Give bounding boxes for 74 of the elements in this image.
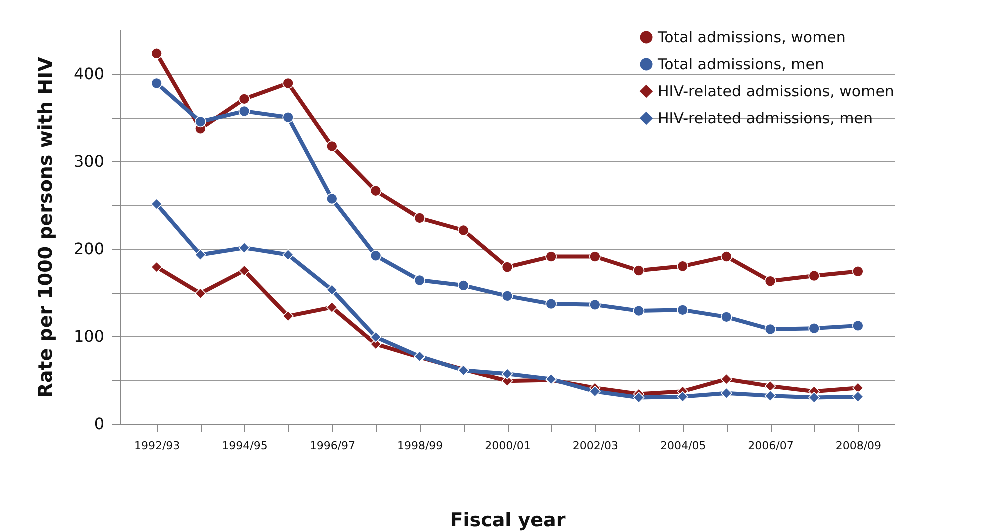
point [633, 392, 645, 404]
point [590, 386, 601, 398]
point [808, 322, 820, 334]
point [238, 242, 250, 254]
y-tick-label: 200 [74, 239, 104, 258]
y-axis-title: Rate per 1000 persons with HIV [34, 56, 57, 398]
point [852, 391, 864, 402]
x-tick-label: 1998/99 [397, 440, 444, 452]
point [195, 288, 206, 300]
point [546, 298, 557, 310]
point [326, 284, 338, 296]
x-tick-label: 1996/97 [310, 440, 356, 452]
point [370, 185, 382, 197]
point [764, 390, 776, 402]
point [414, 274, 426, 286]
point [282, 112, 294, 124]
point [282, 249, 294, 261]
point [458, 280, 470, 292]
point [590, 299, 601, 311]
x-tick-label: 2006/07 [748, 440, 794, 452]
x-tick-label: 2008/09 [836, 440, 882, 452]
point [502, 368, 514, 380]
point [238, 265, 250, 276]
point [721, 312, 732, 323]
point [370, 332, 382, 343]
point [326, 302, 338, 314]
point [677, 391, 688, 402]
point [151, 48, 162, 60]
y-tick-label: 0 [94, 414, 104, 434]
point [808, 270, 820, 282]
point [151, 262, 162, 273]
legend-label: Total admissions, men [657, 56, 824, 74]
point [764, 380, 776, 392]
point [633, 305, 645, 317]
point [326, 140, 338, 152]
point [590, 251, 601, 262]
legend-label: Total admissions, women [657, 28, 846, 46]
y-tick-label: 400 [74, 64, 104, 84]
legend-label: HIV-related admissions, men [658, 110, 873, 128]
point [502, 290, 514, 302]
point [151, 198, 162, 210]
point [282, 78, 294, 90]
point [546, 251, 557, 262]
point [764, 276, 776, 287]
point [282, 310, 294, 322]
point [633, 265, 645, 276]
point [852, 266, 864, 278]
x-tick-label: 2000/01 [485, 440, 531, 452]
point [677, 260, 688, 272]
point [721, 251, 732, 262]
x-tick-label: 1992/93 [134, 440, 180, 452]
x-tick-label: 2002/03 [572, 440, 619, 452]
point [721, 388, 732, 399]
point [151, 78, 162, 90]
point [238, 106, 250, 118]
point [195, 249, 206, 261]
x-axis-title: Fiscal year [450, 510, 566, 531]
point [502, 262, 514, 273]
point [721, 374, 732, 385]
x-tick-label: 2004/05 [660, 440, 706, 452]
point [326, 193, 338, 205]
point [677, 304, 688, 316]
y-tick-label: 100 [74, 326, 104, 346]
point [764, 324, 776, 336]
point [238, 94, 250, 105]
x-tick-label: 1994/95 [222, 440, 268, 452]
point [195, 116, 206, 128]
point [370, 250, 382, 262]
point [852, 320, 864, 332]
point [414, 212, 426, 224]
legend-label: HIV-related admissions, women [658, 82, 894, 100]
point [808, 392, 820, 404]
point [458, 224, 470, 236]
y-tick-label: 300 [74, 152, 104, 171]
